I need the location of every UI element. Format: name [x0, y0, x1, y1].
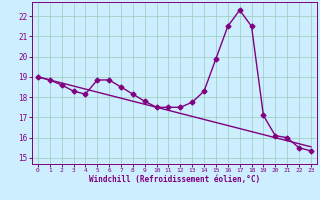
X-axis label: Windchill (Refroidissement éolien,°C): Windchill (Refroidissement éolien,°C) — [89, 175, 260, 184]
